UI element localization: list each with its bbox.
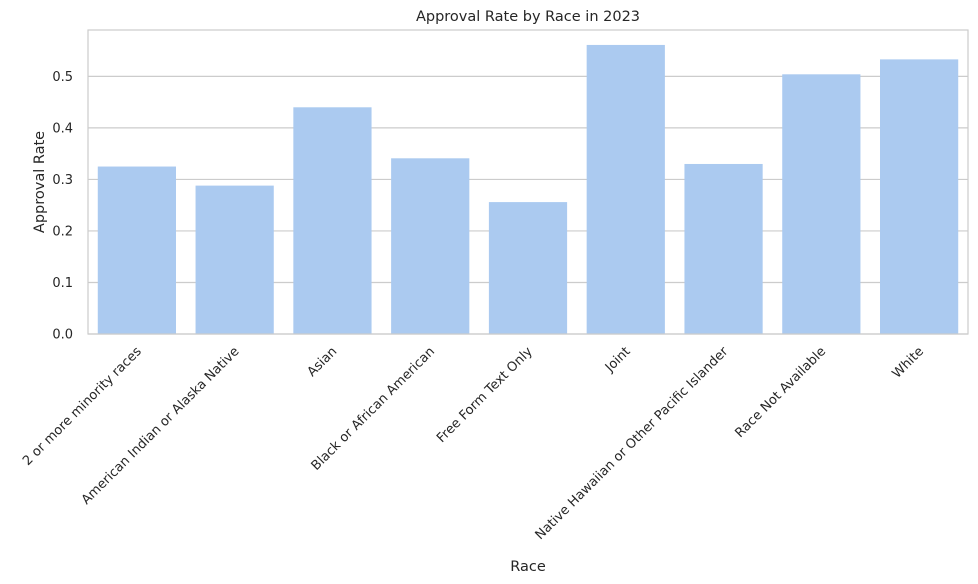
bar	[782, 74, 861, 335]
y-axis-label: Approval Rate	[32, 131, 48, 233]
bar	[293, 107, 372, 334]
bar	[880, 59, 959, 334]
bar	[195, 185, 274, 334]
y-tick-label: 0.5	[52, 70, 73, 85]
y-tick-labels: 0.0 0.1 0.2 0.3 0.4 0.5	[52, 70, 73, 343]
bar	[488, 202, 568, 334]
y-tick-label: 0.4	[52, 121, 73, 136]
y-tick-label: 0.2	[52, 224, 73, 239]
chart-title: Approval Rate by Race in 2023	[416, 9, 640, 25]
plot-frame	[87, 29, 969, 335]
bar	[391, 158, 470, 334]
y-tick-label: 0.1	[52, 276, 73, 291]
y-tick-label: 0.3	[52, 173, 73, 188]
bar	[97, 166, 176, 334]
bar	[586, 44, 665, 334]
bar	[684, 163, 763, 334]
x-axis-label: Race	[510, 559, 546, 575]
y-tick-label: 0.0	[52, 328, 73, 343]
bars	[97, 44, 959, 335]
